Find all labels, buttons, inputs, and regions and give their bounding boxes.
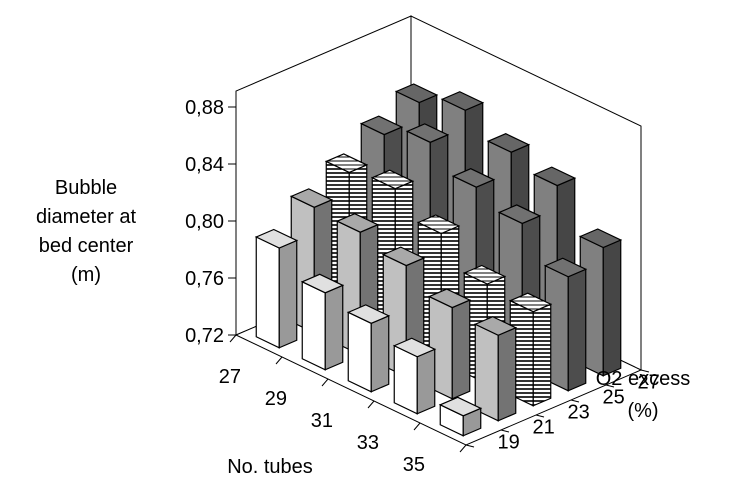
- bar: [300, 273, 345, 371]
- y-tick-label: 0,84: [185, 154, 224, 176]
- x-axis-title: No. tubes: [227, 456, 313, 477]
- axis-labels: 0,72 0,76 0,80 0,84 0,88 27 29 31 33 35 19 21 23 25 27…: [185, 97, 690, 477]
- bars-group: [254, 83, 623, 437]
- bar: [473, 316, 518, 422]
- z-tick-label: 19: [498, 432, 520, 454]
- z-tick-label: 25: [603, 387, 625, 409]
- z-tick-mark: [640, 369, 650, 373]
- x-tick-label: 35: [403, 454, 425, 476]
- z-tick-mark: [465, 444, 475, 448]
- y-tick-label: 0,88: [185, 97, 224, 119]
- z-tick-mark: [605, 384, 615, 388]
- x-tick-mark: [275, 356, 283, 365]
- bar: [392, 337, 437, 415]
- z-tick-mark: [570, 399, 580, 403]
- z-tick-label: 23: [568, 402, 590, 424]
- x-tick-mark: [321, 378, 329, 387]
- z-tick-mark: [500, 429, 510, 433]
- y-tick-label: 0,72: [185, 325, 224, 347]
- z-tick-mark: [535, 414, 545, 418]
- x-tick-mark: [413, 422, 421, 431]
- z-tick-label: 21: [533, 417, 555, 439]
- z-tick-label: 27: [638, 372, 660, 394]
- y-tick-label: 0,80: [185, 211, 224, 233]
- x-tick-mark: [229, 334, 237, 343]
- bar: [254, 228, 299, 349]
- bar: [427, 288, 472, 400]
- y-tick-label: 0,76: [185, 268, 224, 290]
- x-tick-label: 29: [265, 388, 287, 410]
- bar: [346, 304, 391, 393]
- x-tick-label: 27: [219, 366, 241, 388]
- bar: [438, 396, 483, 437]
- x-tick-label: 31: [311, 410, 333, 432]
- x-tick-mark: [367, 400, 375, 409]
- bar: [508, 292, 553, 407]
- z-axis-title: O2 excess (%): [596, 368, 690, 422]
- y-axis-title: Bubble diameter at bed center (m): [35, 177, 137, 286]
- x-tick-mark: [459, 444, 467, 453]
- x-tick-label: 33: [357, 432, 379, 454]
